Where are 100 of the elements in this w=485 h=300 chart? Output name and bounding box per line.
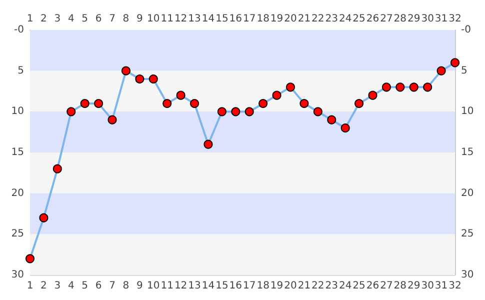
x-tick-label: 30 <box>421 280 434 292</box>
x2-tick-label: 20 <box>284 14 297 24</box>
point <box>286 82 295 92</box>
x-tick-label: 7 <box>109 280 116 292</box>
x2-tick-label: 5 <box>82 14 88 24</box>
point <box>121 66 130 76</box>
point <box>423 82 432 92</box>
x2-tick-label: 15 <box>216 14 228 24</box>
point <box>382 82 391 92</box>
x2-tick-label: 31 <box>434 14 448 24</box>
x-tick-label: 14 <box>202 280 215 292</box>
x-tick-label: 20 <box>284 280 297 292</box>
point <box>231 107 240 116</box>
point <box>300 99 309 108</box>
x-tick-label: 28 <box>394 280 407 292</box>
point <box>66 107 76 116</box>
point <box>217 107 226 116</box>
point <box>148 74 158 84</box>
y-tick-label: 30 <box>11 270 24 280</box>
x-tick-label: 24 <box>338 280 352 292</box>
x-tick-label: 3 <box>54 280 61 292</box>
x-tick-label: 4 <box>68 280 74 292</box>
x2-tick-label: 4 <box>68 14 74 24</box>
x2-tick-label: 32 <box>448 14 462 24</box>
x-tick-label: 31 <box>434 280 448 292</box>
x2-tick-label: 13 <box>188 14 201 24</box>
point <box>52 164 62 174</box>
x-tick-label: 27 <box>380 280 393 292</box>
point <box>135 74 144 84</box>
y2-tick-label: 5 <box>461 65 468 76</box>
x-tick-label: 17 <box>242 280 256 292</box>
x2-tick-label: 14 <box>202 14 215 24</box>
x-tick-label: 25 <box>352 280 366 292</box>
x-tick-label: 12 <box>174 280 188 292</box>
y-tick-label: 15 <box>11 147 24 158</box>
x2-tick-label: 26 <box>366 14 380 24</box>
x-tick-label: 21 <box>298 280 311 292</box>
x2-tick-label: 6 <box>95 14 102 24</box>
x2-tick-label: 17 <box>242 14 256 24</box>
point <box>409 82 418 92</box>
x-tick-label: 8 <box>122 280 130 292</box>
x-tick-label: 5 <box>82 280 88 292</box>
x-tick-label: 2 <box>40 280 47 292</box>
point <box>80 99 90 108</box>
point <box>450 58 460 68</box>
x2-tick-label: 7 <box>109 14 116 24</box>
point <box>313 107 322 116</box>
x-tick-label: 29 <box>408 280 420 292</box>
x2-tick-label: 24 <box>338 14 352 24</box>
x-tick-label: 23 <box>325 280 338 292</box>
y-tick-label: 20 <box>11 188 24 199</box>
x2-tick-label: 28 <box>394 14 407 24</box>
x2-tick-label: 25 <box>352 14 366 24</box>
x-tick-label: 11 <box>160 280 174 292</box>
y2-tick-label: 15 <box>461 147 474 158</box>
x-tick-label: 16 <box>229 280 242 292</box>
point <box>327 115 336 124</box>
point <box>340 124 350 132</box>
x2-tick-label: 2 <box>40 14 47 24</box>
x2-tick-label: 18 <box>256 14 270 24</box>
point <box>94 99 104 108</box>
x2-tick-label: 11 <box>160 14 174 24</box>
x2-tick-label: 19 <box>270 14 284 24</box>
y2-tick-label: 30 <box>461 270 474 280</box>
y2-tick-label: 10 <box>461 106 474 118</box>
x2-tick-label: 12 <box>174 14 188 24</box>
y-tick-label: 5 <box>18 65 24 76</box>
x-tick-label: 22 <box>312 280 324 292</box>
x2-tick-label: 22 <box>312 14 324 24</box>
point <box>190 99 200 108</box>
x-tick-label: 13 <box>188 280 201 292</box>
y-tick-label: 25 <box>11 228 24 240</box>
point <box>108 115 117 124</box>
x-tick-label: 32 <box>448 280 462 292</box>
x2-tick-label: 1 <box>26 14 34 24</box>
x2-tick-label: 27 <box>380 14 393 24</box>
x2-tick-label: 3 <box>54 14 61 24</box>
x2-tick-label: 30 <box>421 14 434 24</box>
x2-tick-label: 10 <box>147 14 160 24</box>
point <box>368 90 378 100</box>
point <box>244 107 254 116</box>
x-tick-label: 18 <box>256 280 270 292</box>
point <box>204 140 213 149</box>
y2-tick-label: -0 <box>461 24 471 36</box>
point <box>39 213 48 222</box>
y-tick-label: -0 <box>14 24 24 36</box>
x2-tick-label: 9 <box>136 14 143 24</box>
point <box>26 254 34 264</box>
point <box>436 66 446 76</box>
y2-tick-label: 25 <box>461 228 474 240</box>
x-tick-label: 1 <box>26 280 34 292</box>
point <box>354 99 364 108</box>
point <box>396 82 405 92</box>
x-tick-label: 19 <box>270 280 284 292</box>
point <box>176 90 186 100</box>
x2-tick-label: 21 <box>298 14 311 24</box>
x-tick-label: 15 <box>216 280 228 292</box>
x2-tick-label: 29 <box>408 14 420 24</box>
x-tick-label: 26 <box>366 280 380 292</box>
x-tick-label: 10 <box>147 280 160 292</box>
